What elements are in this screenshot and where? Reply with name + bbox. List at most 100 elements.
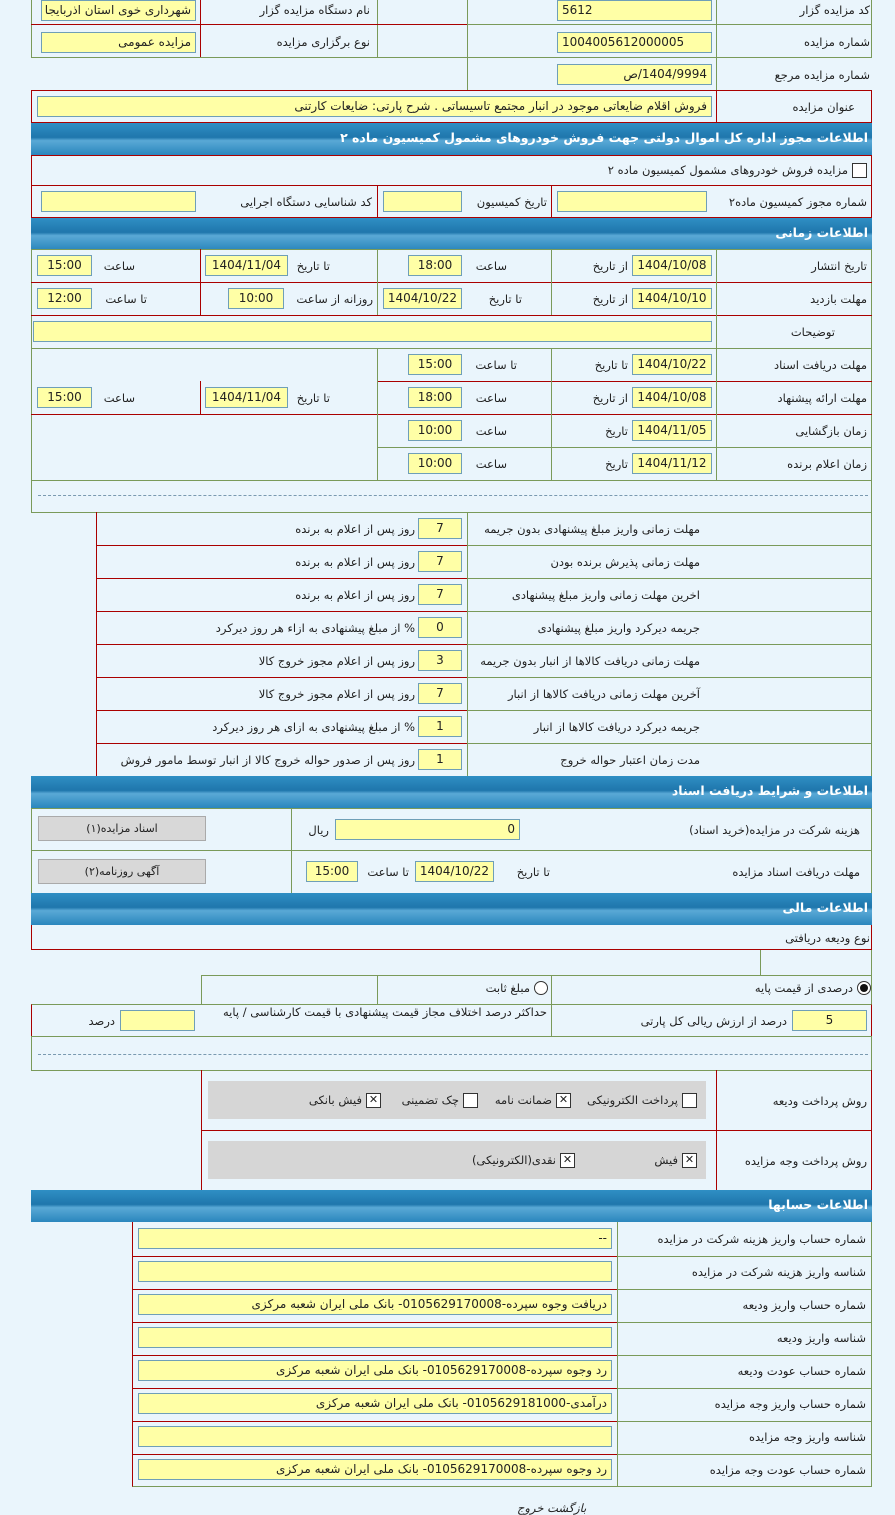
checkbox[interactable] — [682, 1093, 697, 1108]
number-field[interactable]: 1004005612000005 — [557, 32, 712, 53]
method-guarantee[interactable]: ✕ ضمانت نامه — [495, 1090, 571, 1110]
deadline-value-field[interactable]: 1 — [418, 749, 462, 770]
type-label: نوع برگزاری مزایده — [276, 35, 370, 49]
publish-to-field[interactable]: 1404/11/04 — [205, 255, 288, 276]
deadline-unit: روز پس از اعلام مجوز خروج کالا — [258, 687, 415, 701]
method-check[interactable]: چک تضمینی — [402, 1090, 478, 1110]
exit-link[interactable]: خروج — [517, 1501, 544, 1515]
percent-field[interactable]: 5 — [792, 1010, 867, 1031]
divider — [31, 315, 872, 316]
deadline-value-field[interactable]: 7 — [418, 518, 462, 539]
offer-from-field[interactable]: 1404/10/08 — [632, 387, 712, 408]
divider — [96, 743, 468, 744]
account-field[interactable]: دریافت وجوه سپرده-0105629170008- بانک مل… — [138, 1294, 612, 1315]
account-field[interactable]: رد وجوه سپرده-0105629170008- بانک ملی ای… — [138, 1360, 612, 1381]
publish-from-field[interactable]: 1404/10/08 — [632, 255, 712, 276]
publish-time2-field[interactable]: 15:00 — [37, 255, 92, 276]
max-diff-unit: درصد — [88, 1014, 115, 1028]
percent-text: درصد از ارزش ریالی کل پارتی — [640, 1014, 787, 1028]
winner-date-field[interactable]: 1404/11/12 — [632, 453, 712, 474]
offer-time-field[interactable]: 18:00 — [408, 387, 462, 408]
radio-percent-option[interactable]: درصدی از قیمت پایه — [755, 978, 871, 998]
visit-from-field[interactable]: 1404/10/10 — [632, 288, 712, 309]
exec-field[interactable] — [41, 191, 196, 212]
org-field[interactable]: شهرداری خوی استان اذربایجا — [41, 0, 196, 21]
back-link[interactable]: بازگشت — [547, 1501, 587, 1515]
checkbox-checked[interactable]: ✕ — [366, 1093, 381, 1108]
notes-field[interactable] — [33, 321, 712, 342]
deadline-value-field[interactable]: 7 — [418, 683, 462, 704]
divider — [617, 1289, 872, 1290]
commission-date-field[interactable] — [383, 191, 462, 212]
account-field[interactable] — [138, 1261, 612, 1282]
auction-documents-button[interactable]: اسناد مزایده(۱) — [38, 816, 206, 841]
offer-to-field[interactable]: 1404/11/04 — [205, 387, 288, 408]
divider — [551, 185, 552, 218]
time-label: ساعت — [103, 391, 135, 405]
newspaper-ad-button[interactable]: آگهی روزنامه(۲) — [38, 859, 206, 884]
footer-links: بازگشت خروج — [517, 1498, 586, 1515]
checkbox-label: ضمانت نامه — [494, 1093, 552, 1107]
fee-field[interactable]: 0 — [335, 819, 520, 840]
deadline-value-field[interactable]: 7 — [418, 584, 462, 605]
publish-label: تاریخ انتشار — [811, 259, 867, 273]
deadline-value-field[interactable]: 7 — [418, 551, 462, 572]
opening-time-field[interactable]: 10:00 — [408, 420, 462, 441]
visit-daily-field[interactable]: 10:00 — [228, 288, 284, 309]
type-field[interactable]: مزایده عمومی — [41, 32, 196, 53]
visit-to-field[interactable]: 1404/10/22 — [383, 288, 462, 309]
deadline-label: مدت زمان اعتبار حواله خروج — [560, 753, 700, 767]
deadline-value-field[interactable]: 0 — [418, 617, 462, 638]
doc-deadline-label: مهلت دریافت اسناد مزایده — [732, 865, 860, 879]
account-field[interactable] — [138, 1426, 612, 1447]
payment-slip[interactable]: ✕ فیش — [654, 1150, 697, 1170]
org-label: نام دستگاه مزایده گزار — [259, 3, 370, 17]
account-label: شناسه واریز هزینه شرکت در مزایده — [691, 1265, 866, 1279]
ref-label: شماره مزایده مرجع — [774, 68, 870, 82]
divider — [132, 1322, 618, 1323]
deadline-value-field[interactable]: 1 — [418, 716, 462, 737]
code-field[interactable]: 5612 — [557, 0, 712, 21]
title-field[interactable]: فروش اقلام ضایعاتی موجود در انبار مجتمع … — [37, 96, 712, 117]
radio-fixed-option[interactable]: مبلغ ثابت — [486, 978, 548, 998]
doc-to-date-field[interactable]: 1404/10/22 — [415, 861, 494, 882]
account-field[interactable] — [138, 1327, 612, 1348]
checkbox-checked[interactable]: ✕ — [556, 1093, 571, 1108]
accounts-box — [132, 1222, 872, 1487]
radio-fixed[interactable] — [534, 981, 548, 995]
winner-time-field[interactable]: 10:00 — [408, 453, 462, 474]
checkbox-checked[interactable]: ✕ — [560, 1153, 575, 1168]
radio-fixed-label: مبلغ ثابت — [485, 981, 530, 995]
ref-field[interactable]: 1404/9994/ص — [557, 64, 712, 85]
divider — [467, 24, 872, 25]
account-field[interactable]: رد وجوه سپرده-0105629170008- بانک ملی ای… — [138, 1459, 612, 1480]
doc-time-field[interactable]: 15:00 — [306, 861, 358, 882]
divider — [377, 381, 872, 382]
deadline-value-field[interactable]: 3 — [418, 650, 462, 671]
checkbox-label: فیش — [654, 1153, 678, 1167]
commission-checkbox-row[interactable]: مزایده فروش خودروهای مشمول کمیسیون ماده … — [608, 160, 867, 180]
commission-checkbox[interactable] — [852, 163, 867, 178]
payment-cash[interactable]: ✕ نقدی(الکترونیکی) — [472, 1150, 575, 1170]
account-field[interactable]: -- — [138, 1228, 612, 1249]
radio-percent[interactable] — [857, 981, 871, 995]
account-label: شماره حساب عودت وجه مزایده — [709, 1463, 866, 1477]
publish-time-field[interactable]: 18:00 — [408, 255, 462, 276]
method-electronic[interactable]: پرداخت الکترونیکی — [587, 1090, 697, 1110]
opening-date-field[interactable]: 1404/11/05 — [632, 420, 712, 441]
docs-time-field[interactable]: 15:00 — [408, 354, 462, 375]
permit-label: شماره مجوز کمیسیون ماده۲ — [728, 195, 867, 209]
offer-time2-field[interactable]: 15:00 — [37, 387, 92, 408]
until-time-label: تا ساعت — [367, 865, 409, 879]
docs-to-field[interactable]: 1404/10/22 — [632, 354, 712, 375]
deadline-unit: روز پس از اعلام مجوز خروج کالا — [258, 654, 415, 668]
max-diff-field[interactable] — [120, 1010, 195, 1031]
checkbox[interactable] — [463, 1093, 478, 1108]
permit-field[interactable] — [557, 191, 707, 212]
divider — [96, 578, 468, 579]
method-bank-slip[interactable]: ✕ فیش بانکی — [309, 1090, 381, 1110]
checkbox-checked[interactable]: ✕ — [682, 1153, 697, 1168]
visit-until-field[interactable]: 12:00 — [37, 288, 92, 309]
from-date-label: از تاریخ — [592, 391, 628, 405]
account-field[interactable]: درآمدی-0105629181000- بانک ملی ایران شعب… — [138, 1393, 612, 1414]
